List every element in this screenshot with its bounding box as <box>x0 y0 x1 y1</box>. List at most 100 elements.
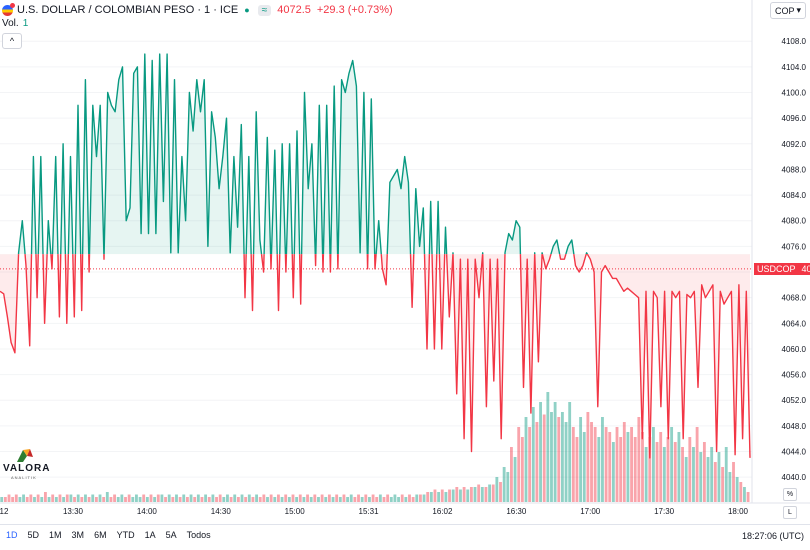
volume-bar <box>568 402 572 502</box>
volume-bar <box>247 494 251 502</box>
volume-bar <box>440 489 444 502</box>
volume-bar <box>571 427 575 502</box>
volume-bar <box>240 494 244 502</box>
volume-bar <box>564 422 568 502</box>
volume-bar <box>84 494 87 502</box>
volume-bar <box>724 447 728 502</box>
volume-bar <box>25 497 29 502</box>
volume-bar <box>178 497 182 502</box>
volume-bar <box>14 494 18 502</box>
volume-bar <box>102 497 106 502</box>
volume-bar <box>171 497 175 502</box>
volume-bar <box>338 497 342 502</box>
volume-bar <box>317 497 320 502</box>
range-6m[interactable]: 6M <box>94 530 107 540</box>
volume-bar <box>287 497 291 502</box>
clock[interactable]: 18:27:06 (UTC) <box>741 531 804 541</box>
volume-bar <box>469 487 473 502</box>
volume-bar <box>193 497 197 502</box>
volume-bar <box>36 494 40 502</box>
volume-bar <box>189 494 193 502</box>
approx-badge[interactable]: ≈ <box>257 4 272 16</box>
volume-bar <box>637 417 641 502</box>
volume-bar <box>127 494 131 502</box>
symbol-title: U.S. DOLLAR / COLOMBIAN PESO · 1 · ICE <box>17 4 239 16</box>
volume-bar <box>393 494 397 502</box>
volume-bar <box>236 497 240 502</box>
volume-bar <box>448 489 451 502</box>
range-1m[interactable]: 1M <box>49 530 62 540</box>
percent-label: % <box>786 491 794 498</box>
volume-bar <box>298 494 302 502</box>
volume-bar <box>109 497 113 502</box>
volume-bar <box>539 402 542 502</box>
volume-bar <box>313 494 317 502</box>
volume-bar <box>33 497 36 502</box>
volume-bar <box>688 437 692 502</box>
volume-bar <box>335 494 339 502</box>
x-tick-label: 16:02 <box>432 507 453 516</box>
bottom-toolbar: 1D 5D 1M 3M 6M YTD 1A 5A Todos 18:27:06 (UTC) <box>0 524 810 550</box>
volume-bar <box>116 497 120 502</box>
volume-bar <box>619 437 623 502</box>
volume-bar <box>54 497 58 502</box>
volume-bar <box>586 412 590 502</box>
volume-bar <box>651 427 655 502</box>
x-tick-label: 15:00 <box>285 507 306 516</box>
volume-bar <box>207 497 211 502</box>
chevron-down-icon: ▾ <box>796 5 801 15</box>
y-tick-label: 4040.0 <box>782 473 807 482</box>
volume-bar <box>22 494 25 502</box>
time-axis[interactable]: 12 13:30 14:00 14:30 15:00 15:31 16:02 16:30 17:… <box>0 507 749 516</box>
volume-bar <box>702 442 706 502</box>
volume-bar <box>513 457 517 502</box>
range-5d[interactable]: 5D <box>27 530 40 540</box>
volume-bar <box>276 494 280 502</box>
x-tick-label: 17:00 <box>580 507 601 516</box>
volume-bar <box>721 467 725 502</box>
range-1d[interactable]: 1D <box>6 530 18 540</box>
x-tick-label: 14:30 <box>211 507 232 516</box>
percent-scale-button[interactable]: % <box>783 488 797 501</box>
range-ytd[interactable]: YTD <box>116 530 135 540</box>
price-axis[interactable]: 4040.0 4044.0 4048.0 4052.0 4056.0 4060.0 4064… <box>782 37 807 482</box>
y-tick-label: 4044.0 <box>782 448 807 457</box>
log-scale-button[interactable]: L <box>783 506 797 519</box>
x-tick-label: 15:31 <box>359 507 380 516</box>
y-tick-label: 4088.0 <box>782 165 807 174</box>
range-3m[interactable]: 3M <box>71 530 85 540</box>
volume-bar <box>185 497 189 502</box>
logo-tagline: ANALITIK <box>11 475 37 480</box>
y-tick-label: 4096.0 <box>782 114 807 123</box>
volume-bar <box>0 497 4 502</box>
range-5a[interactable]: 5A <box>165 530 177 540</box>
volume-bar <box>590 422 593 502</box>
collapse-legend-button[interactable]: ^ <box>2 33 22 49</box>
currency-button[interactable]: COP ▾ <box>769 2 806 19</box>
volume-bar <box>51 494 55 502</box>
volume-bar <box>535 422 539 502</box>
volume-bar <box>546 392 550 502</box>
volume-bar <box>517 427 521 502</box>
volume-bar <box>677 432 681 502</box>
y-tick-label: 4108.0 <box>782 37 807 46</box>
volume-bar <box>211 494 215 502</box>
volume-bar <box>480 487 484 502</box>
volume-bar <box>415 494 419 502</box>
range-1a[interactable]: 1A <box>144 530 156 540</box>
volume-bar <box>94 497 98 502</box>
volume-bar <box>204 494 208 502</box>
volume-bar <box>156 494 160 502</box>
volume-bar <box>655 442 659 502</box>
price-change: +29.3 (+0.73%) <box>316 4 393 16</box>
volume-bar <box>451 489 455 502</box>
range-todos[interactable]: Todos <box>186 530 211 540</box>
volume-bar <box>153 497 157 502</box>
volume-bar <box>437 492 441 502</box>
volume-bar <box>124 497 127 502</box>
y-tick-label: 4100.0 <box>782 89 807 98</box>
volume-bar <box>411 497 415 502</box>
volume-bar <box>266 497 269 502</box>
volume-bar <box>662 447 666 502</box>
